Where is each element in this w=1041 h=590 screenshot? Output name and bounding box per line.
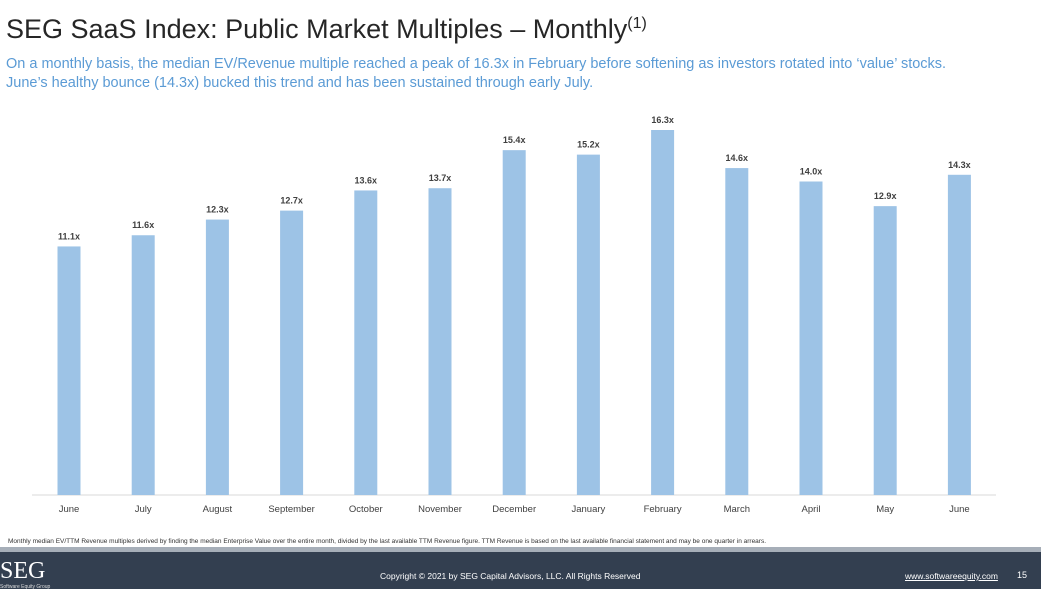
data-label: 11.6x xyxy=(132,220,154,230)
bar xyxy=(205,219,229,495)
data-label: 15.4x xyxy=(503,135,526,145)
bar xyxy=(947,174,971,495)
bar-chart: 11.1x June 11.6x July 12.3x August 12.7x Septem… xyxy=(32,115,996,515)
data-label: 15.2x xyxy=(577,140,600,150)
footnote: Monthly median EV/TTM Revenue multiples … xyxy=(8,538,767,545)
subtitle-line-2: June’s healthy bounce (14.3x) bucked thi… xyxy=(6,75,594,91)
bar xyxy=(725,168,749,495)
logo-subtitle: Software Equity Group xyxy=(0,584,51,590)
bar xyxy=(57,246,81,495)
x-tick-label: December xyxy=(492,504,536,515)
x-tick-label: March xyxy=(724,504,750,515)
data-label: 13.7x xyxy=(429,173,452,183)
title-text: SEG SaaS Index: Public Market Multiples … xyxy=(6,14,628,44)
page-title: SEG SaaS Index: Public Market Multiples … xyxy=(6,14,647,45)
page-number: 15 xyxy=(1017,570,1028,580)
data-label: 12.9x xyxy=(874,191,897,201)
data-label: 14.3x xyxy=(948,160,971,170)
x-tick-label: November xyxy=(418,504,462,515)
subtitle-line-1: On a monthly basis, the median EV/Revenu… xyxy=(6,56,947,72)
bar xyxy=(280,210,304,495)
x-tick-label: June xyxy=(949,504,970,515)
x-tick-label: June xyxy=(59,504,80,515)
data-label: 13.6x xyxy=(355,175,378,185)
bar xyxy=(428,188,452,495)
title-footnote-ref: (1) xyxy=(627,15,647,32)
bar xyxy=(651,130,675,495)
x-tick-label: July xyxy=(135,504,152,515)
copyright: Copyright © 2021 by SEG Capital Advisors… xyxy=(380,571,641,581)
data-label: 14.6x xyxy=(726,153,749,163)
data-label: 14.0x xyxy=(800,167,823,177)
footer: SEG Software Equity Group Copyright © 20… xyxy=(0,552,1041,590)
x-tick-label: May xyxy=(876,504,894,515)
x-tick-label: February xyxy=(644,504,682,515)
website-link[interactable]: www.softwareequity.com xyxy=(905,571,998,581)
data-label: 12.7x xyxy=(280,196,303,206)
seg-logo: SEG xyxy=(0,558,46,584)
data-label: 12.3x xyxy=(206,205,229,215)
bar xyxy=(576,154,600,495)
bar xyxy=(873,206,897,495)
x-tick-label: January xyxy=(571,504,605,515)
bar xyxy=(799,181,823,496)
footer-strip xyxy=(0,547,1041,552)
bar xyxy=(354,190,378,495)
bar xyxy=(502,150,526,495)
x-tick-label: October xyxy=(349,504,383,515)
x-tick-label: April xyxy=(801,504,820,515)
x-tick-label: September xyxy=(268,504,314,515)
bar xyxy=(131,235,155,495)
x-tick-label: August xyxy=(203,504,233,515)
data-label: 11.1x xyxy=(58,231,80,241)
data-label: 16.3x xyxy=(651,115,674,125)
